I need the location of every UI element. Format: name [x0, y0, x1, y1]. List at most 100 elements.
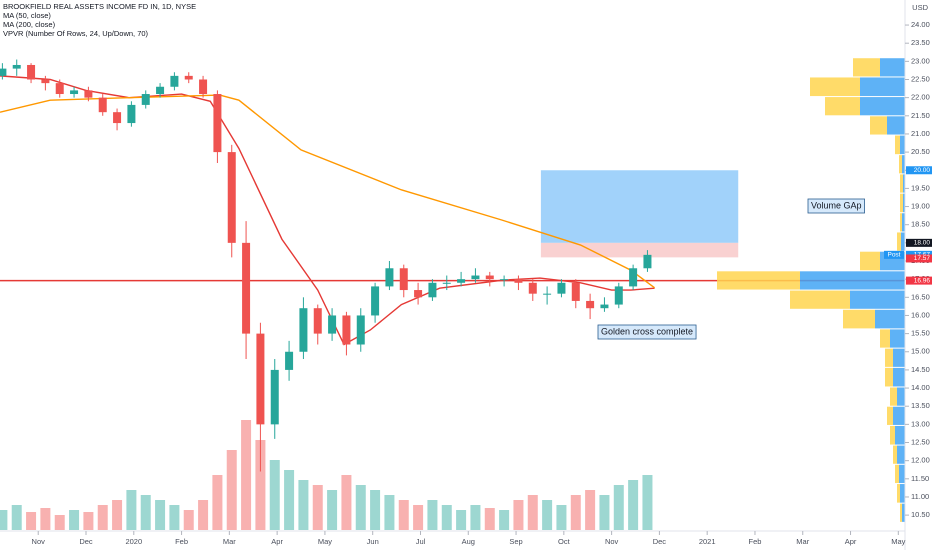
candle-body	[41, 79, 50, 84]
x-tick-label: Oct	[558, 537, 571, 546]
volume-bar	[26, 512, 37, 530]
candle-body	[270, 369, 279, 425]
profile-down	[893, 445, 897, 464]
volume-bar	[642, 475, 653, 530]
candle-body	[285, 351, 294, 370]
y-tick-label: 19.00	[911, 202, 930, 211]
profile-down	[843, 309, 875, 329]
profile-up	[900, 135, 905, 155]
y-tick-label: 15.00	[911, 347, 930, 356]
profile-up	[903, 193, 905, 213]
indicator: VPVR (Number Of Rows, 24, Up/Down, 70)	[3, 29, 149, 38]
x-tick-label: Jul	[416, 537, 426, 546]
profile-up	[902, 503, 905, 522]
volume-bar	[470, 505, 481, 530]
annotation: Golden cross complete	[597, 324, 697, 340]
candle-body	[485, 275, 494, 280]
candle-body	[586, 300, 595, 309]
candle-body	[299, 308, 308, 352]
volume-bar	[327, 490, 338, 530]
candle-body	[442, 282, 451, 284]
candle-body	[356, 315, 365, 345]
y-tick-label: 16.50	[911, 292, 930, 301]
profile-down	[860, 251, 880, 271]
price-label-box	[906, 166, 932, 175]
plot-area	[0, 58, 905, 530]
candle-body	[528, 282, 537, 294]
volume-bar	[628, 480, 639, 530]
profile-up	[893, 348, 905, 367]
volume-bar	[69, 510, 80, 530]
y-tick-label: 19.50	[911, 183, 930, 192]
candle-body	[371, 286, 380, 316]
profile-down	[810, 77, 860, 97]
candle-body	[457, 279, 466, 283]
candle-body	[55, 83, 64, 95]
y-tick-label: 10.50	[911, 510, 930, 519]
price-tag-box	[884, 250, 904, 259]
profile-down	[900, 213, 902, 232]
profile-down	[790, 290, 850, 309]
candle-body	[385, 268, 394, 287]
candle-body	[614, 286, 623, 305]
x-tick-label: 2020	[125, 537, 142, 546]
annotation-text: Golden cross complete	[601, 326, 693, 336]
y-tick-label: 24.00	[911, 20, 930, 29]
profile-down	[899, 155, 902, 174]
volume-bar	[155, 500, 166, 530]
profile-down	[825, 97, 860, 116]
volume-bar	[83, 512, 94, 530]
profile-up	[893, 367, 905, 387]
profile-up	[887, 116, 905, 135]
volume-bar	[212, 475, 223, 530]
volume-bar	[112, 500, 123, 530]
profile-down	[853, 58, 880, 77]
volume-bar	[599, 495, 610, 530]
price-label: 18.00	[914, 240, 931, 247]
candle-body	[227, 152, 236, 243]
candle-body	[156, 86, 165, 95]
x-tick-label: Apr	[845, 537, 857, 546]
volume-bar	[198, 500, 209, 530]
volume-bar	[97, 505, 108, 530]
candle-body	[170, 75, 179, 87]
y-tick-label: 23.50	[911, 38, 930, 47]
volume-bar	[499, 510, 510, 530]
x-tick-label: Apr	[271, 537, 283, 546]
annotation: Volume GAp	[807, 198, 865, 214]
candle-body	[12, 64, 21, 69]
profile-up	[899, 464, 905, 484]
candle-body	[70, 90, 79, 95]
x-tick-label: Nov	[32, 537, 46, 546]
volume-bar	[413, 505, 424, 530]
profile-down	[717, 271, 800, 290]
annotation-box	[807, 198, 865, 214]
volume-bar	[456, 510, 467, 530]
candle-body	[199, 79, 208, 95]
profile-up	[902, 213, 905, 232]
candle-body	[414, 290, 423, 298]
volume-bar	[527, 495, 538, 530]
profile-up	[860, 77, 905, 97]
x-tick-label: Mar	[223, 537, 236, 546]
candle-body	[500, 279, 509, 281]
y-tick-label: 14.50	[911, 365, 930, 374]
x-tick-label: Mar	[796, 537, 809, 546]
profile-down	[887, 406, 893, 425]
price-tag: Post	[887, 252, 900, 259]
y-tick-label: 13.50	[911, 401, 930, 410]
y-tick-label: 22.50	[911, 74, 930, 83]
price-label-box	[906, 276, 932, 285]
annotation-text: Volume GAp	[811, 200, 862, 210]
y-tick-label: 22.00	[911, 93, 930, 102]
candle-body	[629, 268, 638, 287]
annotation-box	[597, 324, 697, 340]
volume-bar	[298, 480, 309, 530]
profile-down	[890, 387, 897, 406]
profile-down	[885, 348, 893, 367]
price-label: 16.96	[914, 277, 931, 284]
candle-body	[127, 104, 136, 124]
price-label-box	[906, 254, 932, 263]
y-tick-label: 21.50	[911, 111, 930, 120]
volume-bar	[441, 505, 452, 530]
